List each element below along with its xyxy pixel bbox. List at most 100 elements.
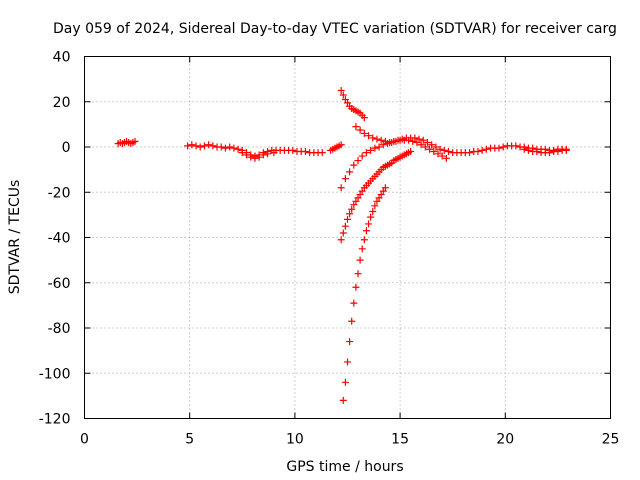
data-point xyxy=(417,141,425,149)
data-point xyxy=(354,157,362,165)
data-point xyxy=(358,245,366,253)
data-point xyxy=(362,149,370,157)
y-axis-label: SDTVAR / TECUs xyxy=(7,180,23,295)
series-plunge xyxy=(339,184,389,404)
data-point xyxy=(188,141,196,149)
data-point xyxy=(337,141,345,149)
y-tick-label: -80 xyxy=(48,321,71,337)
series-near-zero-a xyxy=(114,137,139,148)
data-point xyxy=(474,148,482,156)
data-point xyxy=(524,146,532,154)
axis-ticks: 0 5 10 15 20 25 40 20 0 -20 -40 -60 -80 -100 -120 xyxy=(39,50,620,448)
data-point xyxy=(318,149,326,157)
data-point xyxy=(434,150,442,158)
data-point xyxy=(369,207,377,215)
data-point xyxy=(226,143,234,151)
data-point xyxy=(346,168,354,176)
data-point xyxy=(251,154,259,162)
data-point xyxy=(436,145,444,153)
data-point xyxy=(392,137,400,145)
data-point xyxy=(520,145,528,153)
y-tick-label: 40 xyxy=(53,50,71,66)
data-point xyxy=(356,126,364,134)
data-point xyxy=(369,134,377,142)
data-point xyxy=(442,154,450,162)
data-point xyxy=(499,143,507,151)
data-point xyxy=(221,144,229,152)
data-point xyxy=(533,148,541,156)
grid-lines xyxy=(84,56,611,419)
data-point xyxy=(407,148,415,156)
series-crossing-down-lower xyxy=(520,145,570,157)
series-pre-arc xyxy=(327,141,345,154)
data-point xyxy=(348,317,356,325)
data-point xyxy=(512,142,520,150)
x-tick-label: 5 xyxy=(185,432,194,448)
x-tick-label: 0 xyxy=(80,432,89,448)
y-tick-label: -20 xyxy=(48,185,71,201)
data-point xyxy=(200,142,208,150)
series-near-zero-b-lower xyxy=(238,149,278,162)
data-point xyxy=(131,137,139,145)
data-point xyxy=(383,140,391,148)
data-point xyxy=(352,283,360,291)
data-point xyxy=(365,132,373,140)
data-point xyxy=(358,152,366,160)
data-point xyxy=(367,213,375,221)
series-deep-arc xyxy=(337,148,415,244)
data-point xyxy=(344,215,351,223)
data-point xyxy=(360,236,368,244)
data-point xyxy=(562,146,570,154)
data-point xyxy=(341,378,349,386)
data-point xyxy=(381,184,389,192)
data-point xyxy=(444,148,452,156)
data-point xyxy=(339,91,347,99)
data-point xyxy=(196,143,204,151)
data-points xyxy=(114,86,570,404)
data-point xyxy=(419,136,427,144)
data-point xyxy=(554,148,562,156)
data-point xyxy=(478,146,486,154)
data-point xyxy=(432,143,440,151)
data-point xyxy=(375,143,383,151)
data-point xyxy=(360,129,368,137)
data-point xyxy=(346,210,354,218)
data-point xyxy=(379,141,387,149)
data-point xyxy=(428,141,436,149)
data-point xyxy=(413,138,421,146)
x-axis-label: GPS time / hours xyxy=(286,459,403,475)
data-point xyxy=(348,205,356,213)
y-tick-label: 20 xyxy=(53,95,71,111)
data-point xyxy=(438,152,446,160)
data-point xyxy=(373,135,381,143)
data-point xyxy=(301,148,309,156)
data-point xyxy=(426,145,434,153)
data-point xyxy=(350,161,358,169)
data-point xyxy=(440,146,448,154)
data-point xyxy=(371,202,379,210)
y-tick-label: -120 xyxy=(39,412,71,428)
data-point xyxy=(264,150,272,158)
series-upper-arc xyxy=(337,86,368,122)
data-point xyxy=(337,86,345,94)
data-point xyxy=(371,144,379,152)
y-tick-label: -40 xyxy=(48,231,71,247)
data-point xyxy=(339,396,347,404)
data-point xyxy=(270,149,278,157)
data-point xyxy=(365,220,373,228)
data-point xyxy=(289,146,297,154)
data-point xyxy=(234,145,242,153)
data-point xyxy=(259,151,267,159)
data-point xyxy=(405,136,413,144)
data-point xyxy=(388,138,396,146)
x-tick-label: 15 xyxy=(391,432,409,448)
data-point xyxy=(184,142,192,150)
data-point xyxy=(341,175,349,183)
data-point xyxy=(230,144,238,152)
data-point xyxy=(337,184,345,192)
y-tick-label: 0 xyxy=(62,140,71,156)
data-point xyxy=(247,153,255,161)
data-point xyxy=(337,236,345,244)
series-rising-arc xyxy=(337,136,450,192)
